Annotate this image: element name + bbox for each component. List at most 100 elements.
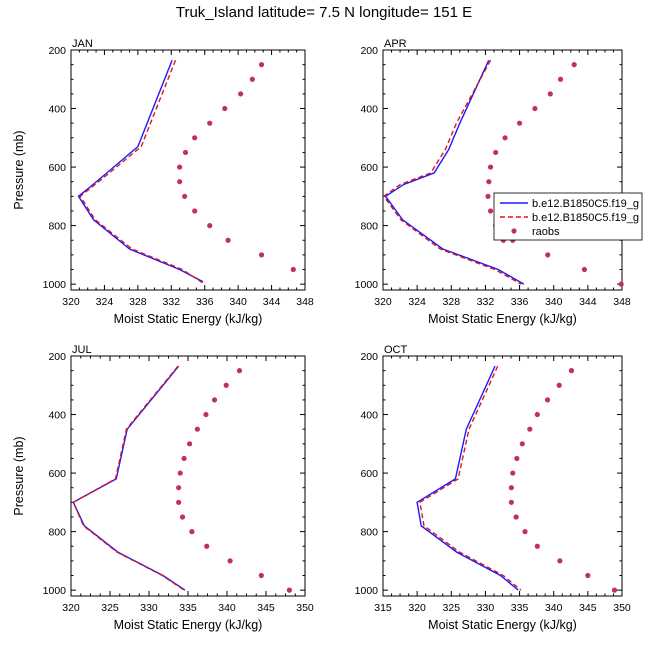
y-tick-label: 600: [360, 468, 378, 480]
raobs-point: [534, 411, 540, 418]
y-tick-label: 1000: [355, 585, 379, 597]
panel-oct: OCT 315 320 325 330 335 340 345 350 200 400 600 800 1…: [355, 344, 631, 632]
model-line-dashed: [382, 59, 522, 285]
x-tick-label: 328: [443, 296, 461, 308]
raobs-point: [258, 62, 265, 68]
x-tick-label: 324: [408, 296, 426, 308]
raobs-point: [207, 120, 213, 126]
x-tick-label: 320: [408, 602, 426, 614]
x-tick-label: 324: [96, 296, 114, 308]
raobs-point: [510, 470, 516, 476]
model-line-solid: [384, 59, 525, 285]
panel-label: APR: [384, 38, 407, 50]
x-tick-label: 330: [477, 602, 495, 614]
legend-label: raobs: [532, 226, 560, 238]
raobs-point: [194, 426, 200, 432]
x-tick-label: 348: [613, 296, 631, 308]
x-tick-label: 350: [613, 602, 631, 614]
raobs-point: [177, 179, 183, 185]
raobs-point: [545, 252, 551, 258]
plot-frame: [70, 355, 306, 597]
y-tick-label: 800: [360, 527, 378, 539]
x-tick-label: 340: [229, 296, 247, 308]
legend-marker: [511, 228, 517, 234]
raobs-point: [585, 572, 591, 579]
plot-frame: [382, 355, 623, 597]
raobs-point: [532, 105, 538, 112]
y-tick-label: 1000: [43, 585, 67, 597]
raobs-point: [571, 62, 577, 68]
panel-label: JUL: [72, 344, 92, 356]
y-axis-label: Pressure (mb): [12, 436, 26, 515]
x-tick-label: 345: [579, 602, 597, 614]
raobs-point: [486, 179, 492, 185]
x-axis-label: Moist Static Energy (kJ/kg): [428, 312, 577, 326]
model-line-solid: [72, 365, 186, 591]
raobs-point: [618, 281, 624, 287]
x-tick-label: 344: [263, 296, 281, 308]
legend: b.e12.B1850C5.f19_g b.e12.B1850C5.f19_gra…: [493, 192, 643, 241]
x-tick-label: 332: [163, 296, 181, 308]
x-tick-label: 320: [62, 602, 80, 614]
raobs-point: [179, 514, 186, 520]
raobs-point: [485, 193, 491, 199]
panel-label: OCT: [384, 344, 408, 356]
raobs-point: [192, 135, 198, 141]
y-tick-label: 200: [360, 351, 378, 363]
raobs-point: [177, 164, 183, 170]
raobs-point: [556, 382, 562, 388]
raobs-point: [222, 105, 228, 112]
raobs-point: [258, 572, 264, 579]
model-line-dashed: [72, 365, 185, 591]
raobs-point: [611, 587, 618, 593]
raobs-point: [203, 411, 209, 418]
raobs-point: [534, 543, 540, 549]
x-tick-label: 340: [545, 296, 563, 308]
raobs-point: [508, 499, 514, 505]
x-axis-label: Moist Static Energy (kJ/kg): [114, 618, 263, 632]
raobs-point: [238, 91, 244, 97]
x-tick-label: 330: [140, 602, 158, 614]
plot-frame: [382, 49, 623, 291]
x-axis-label: Moist Static Energy (kJ/kg): [114, 312, 263, 326]
raobs-point: [568, 368, 575, 374]
y-tick-label: 1000: [355, 279, 379, 291]
x-tick-label: 348: [296, 296, 314, 308]
y-tick-label: 1000: [43, 279, 67, 291]
raobs-point: [223, 382, 229, 388]
raobs-point: [527, 426, 533, 432]
raobs-point: [204, 543, 210, 549]
x-tick-label: 350: [296, 602, 314, 614]
panel-apr: APR 320 324 328 332 336 340 344 348 200 400 600 800 1…: [355, 38, 631, 326]
panel-jul: JUL 320 325 330 335 340 345 350 200 400 600 800 1000…: [12, 344, 314, 632]
x-axis-label: Moist Static Energy (kJ/kg): [428, 618, 577, 632]
x-tick-label: 332: [477, 296, 495, 308]
model-line-dashed: [419, 365, 522, 591]
x-tick-label: 335: [179, 602, 197, 614]
x-tick-label: 315: [374, 602, 392, 614]
figure-title: Truk_Island latitude= 7.5 N longitude= 1…: [175, 4, 473, 21]
raobs-point: [286, 587, 292, 593]
raobs-point: [225, 237, 231, 243]
y-tick-label: 200: [360, 45, 378, 57]
raobs-point: [487, 208, 494, 214]
raobs-point: [176, 499, 182, 505]
y-axis-label: Pressure (mb): [12, 130, 26, 209]
raobs-point: [227, 558, 233, 564]
y-tick-label: 200: [48, 351, 66, 363]
x-tick-label: 340: [218, 602, 236, 614]
raobs-point: [557, 76, 564, 82]
y-tick-label: 800: [48, 221, 66, 233]
raobs-point: [290, 266, 296, 273]
raobs-point: [182, 149, 189, 156]
raobs-point: [186, 441, 193, 447]
raobs-point: [519, 441, 525, 447]
y-tick-label: 800: [48, 527, 66, 539]
raobs-point: [547, 91, 553, 97]
y-tick-label: 400: [48, 410, 66, 422]
raobs-point: [236, 368, 243, 374]
panel-jan: JAN 320 324 328 332 336 340 344 348 200 400 600 800 1…: [12, 38, 314, 326]
y-tick-label: 200: [48, 45, 66, 57]
y-tick-label: 600: [48, 162, 66, 174]
